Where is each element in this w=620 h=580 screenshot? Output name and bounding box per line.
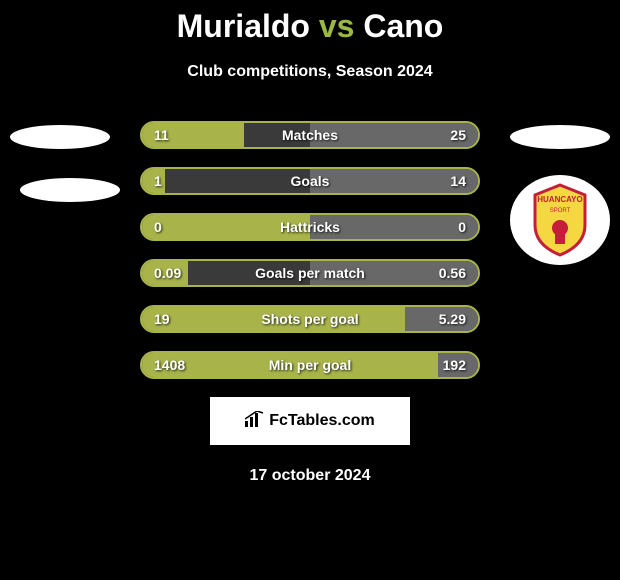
stat-left-val: 1408 bbox=[154, 357, 185, 373]
stat-label: Matches bbox=[282, 127, 338, 143]
comparison-title: Murialdo vs Cano bbox=[0, 0, 620, 45]
vs-text: vs bbox=[319, 8, 355, 44]
stat-left-val: 11 bbox=[154, 127, 169, 143]
stats-container: 11 Matches 25 1 Goals 14 0 Hattricks 0 0… bbox=[0, 121, 620, 379]
stat-row-spg: 19 Shots per goal 5.29 bbox=[140, 305, 480, 333]
stat-right-val: 0.56 bbox=[439, 265, 466, 281]
stat-right-val: 25 bbox=[450, 127, 466, 143]
player2-name: Cano bbox=[363, 8, 443, 44]
stat-row-gpm: 0.09 Goals per match 0.56 bbox=[140, 259, 480, 287]
player1-name: Murialdo bbox=[177, 8, 310, 44]
stat-right-val: 192 bbox=[443, 357, 466, 373]
subtitle: Club competitions, Season 2024 bbox=[0, 63, 620, 81]
fctables-label: FcTables.com bbox=[269, 412, 375, 430]
date-text: 17 october 2024 bbox=[0, 467, 620, 485]
fctables-watermark: FcTables.com bbox=[210, 397, 410, 445]
stat-row-mpg: 1408 Min per goal 192 bbox=[140, 351, 480, 379]
stat-row-hattricks: 0 Hattricks 0 bbox=[140, 213, 480, 241]
stat-label: Min per goal bbox=[269, 357, 351, 373]
stat-left-val: 0.09 bbox=[154, 265, 181, 281]
stat-right-val: 5.29 bbox=[439, 311, 466, 327]
stat-row-goals: 1 Goals 14 bbox=[140, 167, 480, 195]
stat-label: Goals bbox=[291, 173, 330, 189]
stat-left-val: 1 bbox=[154, 173, 162, 189]
stat-row-matches: 11 Matches 25 bbox=[140, 121, 480, 149]
chart-icon bbox=[245, 411, 265, 432]
stat-label: Hattricks bbox=[280, 219, 340, 235]
stat-right-val: 0 bbox=[458, 219, 466, 235]
stat-label: Shots per goal bbox=[261, 311, 358, 327]
stat-left-val: 0 bbox=[154, 219, 162, 235]
stat-left-val: 19 bbox=[154, 311, 170, 327]
stat-label: Goals per match bbox=[255, 265, 365, 281]
stat-right-val: 14 bbox=[450, 173, 466, 189]
